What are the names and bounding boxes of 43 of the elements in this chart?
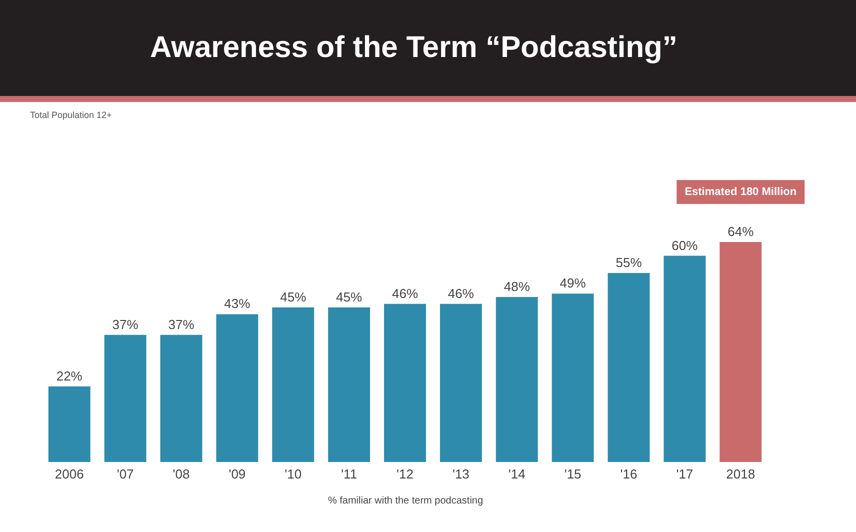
x-tick-label: 2006: [54, 466, 84, 482]
x-tick-label: '16: [620, 466, 638, 482]
data-label: 37%: [168, 316, 195, 332]
x-tick-label: '14: [508, 466, 526, 482]
data-label: 64%: [728, 224, 754, 239]
data-label: 48%: [504, 279, 530, 294]
data-label: 45%: [336, 289, 363, 304]
x-tick-label: 2018: [726, 466, 756, 482]
data-label: 43%: [224, 296, 251, 312]
bar: [216, 314, 258, 462]
x-tick-label: '12: [396, 466, 414, 482]
x-tick-label: '08: [172, 466, 190, 482]
data-label: 22%: [56, 368, 83, 384]
data-label: 55%: [616, 254, 642, 270]
data-label: 46%: [448, 286, 474, 301]
data-label: 60%: [672, 238, 698, 253]
x-tick-label: '17: [676, 466, 694, 482]
x-tick-label: '07: [116, 466, 134, 482]
x-tick-label: '11: [341, 466, 358, 482]
bar: [664, 256, 706, 462]
bar: [608, 272, 650, 462]
bar: [328, 307, 370, 462]
text: Estimated 180 Million: [684, 186, 797, 198]
bar: [552, 294, 594, 462]
bar: [160, 334, 202, 462]
data-label: 46%: [392, 286, 418, 301]
x-axis-title: % familiar with the term podcasting: [328, 496, 484, 506]
bar: [272, 307, 314, 462]
bar: [104, 334, 146, 462]
chart-subtitle: Total Population 12+: [30, 110, 113, 120]
bar: [384, 304, 426, 462]
bar: [440, 304, 482, 462]
bar: [720, 242, 762, 462]
bar: [48, 386, 90, 462]
data-label: 49%: [560, 276, 586, 291]
data-label: 37%: [112, 316, 139, 332]
x-tick-label: '10: [284, 466, 302, 482]
data-label: 45%: [280, 289, 307, 304]
x-tick-label: '13: [452, 466, 470, 482]
bar: [496, 297, 538, 462]
x-tick-label: '15: [564, 466, 582, 482]
x-tick-label: '09: [228, 466, 246, 482]
chart-title: Awareness of the Term “Podcasting”: [150, 31, 678, 65]
